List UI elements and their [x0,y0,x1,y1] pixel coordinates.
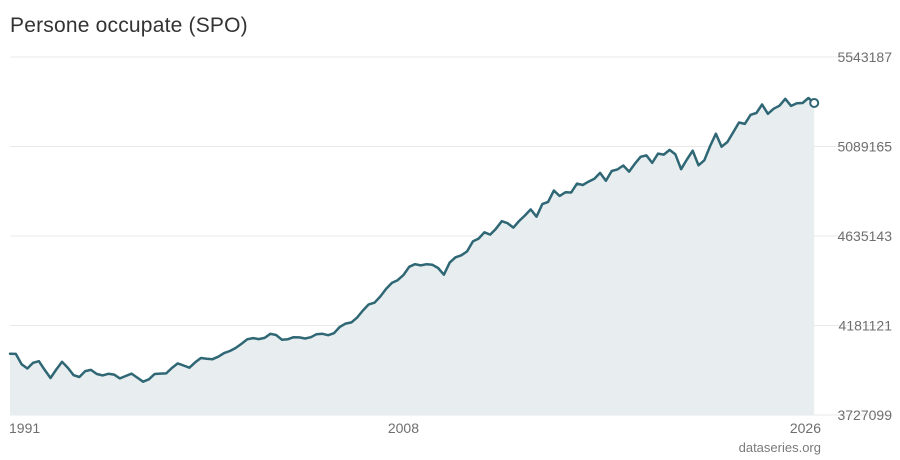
y-tick-label: 5543187 [837,49,892,65]
area-fill [10,98,815,415]
y-tick-label: 4181121 [839,318,893,334]
x-tick-label: 2026 [790,420,821,436]
x-axis-ticks: 1991 2008 2026 [9,420,821,436]
y-tick-label: 5089165 [837,139,892,155]
y-tick-label: 3727099 [837,407,892,423]
x-tick-label: 1991 [9,420,40,436]
source-credit[interactable]: dataseries.org [738,440,821,455]
last-point-marker[interactable] [809,97,820,108]
y-tick-label: 4635143 [837,228,892,244]
chart-title: Persone occupate (SPO) [10,14,248,37]
series-line [8,96,816,383]
x-tick-label: 2008 [388,420,419,436]
y-axis-ticks: 5543187 5089165 4635143 4181121 3727099 [837,49,892,423]
